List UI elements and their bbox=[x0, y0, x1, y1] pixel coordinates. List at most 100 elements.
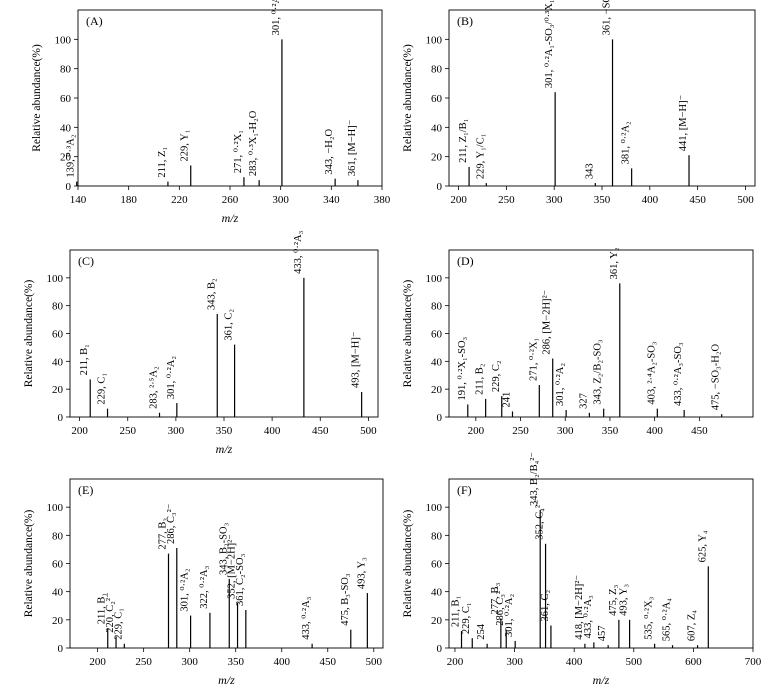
peak-label: 361, C₂-SO₃ bbox=[235, 553, 246, 606]
peak-label: 441, [M−H]⁻ bbox=[678, 95, 689, 151]
x-tick-label: 350 bbox=[594, 194, 611, 206]
peak-label: 607, Z₄ bbox=[687, 610, 698, 641]
peak-label: 241 bbox=[501, 392, 512, 408]
peak-label: 361, C₂ bbox=[224, 309, 235, 341]
x-tick-label: 450 bbox=[689, 194, 706, 206]
x-tick-label: 450 bbox=[320, 656, 337, 668]
peak-label: 277, B₃ bbox=[158, 518, 169, 550]
y-tick-label: 0 bbox=[437, 412, 443, 424]
x-tick-label: 500 bbox=[626, 656, 643, 668]
y-tick-label: 40 bbox=[52, 356, 64, 368]
peak-label: 493, Y₃ bbox=[356, 557, 367, 589]
x-tick-label: 200 bbox=[71, 425, 88, 437]
y-axis-label: Relative abundance(%) bbox=[31, 44, 43, 152]
peak-label: 191, ⁰·²X₁-SO₃ bbox=[457, 336, 468, 400]
peak-label: 211, Z₁/B₁ bbox=[458, 119, 469, 163]
peak-label: 381, ⁰·²A₂ bbox=[621, 121, 632, 164]
chart-panel-e: (E) 0 20 40 60 80 100 200 250 300 350 400 450 500 Rela… bbox=[23, 478, 384, 687]
panel-label: (C) bbox=[78, 254, 94, 268]
panel-label: (F) bbox=[457, 483, 472, 497]
peak-label: 343 bbox=[584, 163, 595, 179]
x-tick-label: 220 bbox=[171, 194, 188, 206]
peak-label: 286, [M−2H]²⁻ bbox=[542, 290, 553, 355]
y-tick-label: 60 bbox=[60, 93, 72, 105]
y-tick-label: 40 bbox=[60, 122, 72, 134]
peak-label: 361, −SO₃ bbox=[602, 0, 613, 35]
x-tick-label: 250 bbox=[512, 425, 529, 437]
x-tick-label: 400 bbox=[273, 656, 290, 668]
peak-label: 283, ⁰·³X₁-H₂O bbox=[248, 110, 259, 176]
panel-label: (D) bbox=[457, 254, 474, 268]
y-tick-label: 40 bbox=[431, 356, 443, 368]
peak-label: 493, Y₃ bbox=[619, 584, 630, 616]
peak-label: 301, ⁰·²A₁/⁰·³X₁ bbox=[271, 0, 282, 35]
y-tick-label: 80 bbox=[431, 530, 443, 542]
x-tick-label: 450 bbox=[312, 425, 329, 437]
peak-label: 352, [M−2H]²⁻ bbox=[227, 534, 238, 599]
x-tick-label: 300 bbox=[181, 656, 198, 668]
chart-panel-b: (B) 0 20 40 60 80 100 200 250 300 350 400 450 500 Rela… bbox=[402, 0, 756, 206]
x-tick-label: 200 bbox=[89, 656, 106, 668]
peak-label: 343, −H₂O bbox=[324, 129, 335, 175]
y-tick-label: 0 bbox=[437, 181, 443, 193]
y-tick-label: 100 bbox=[426, 34, 443, 46]
peak-label: 139, ⁰·³A₂ bbox=[66, 134, 77, 177]
panel-label: (A) bbox=[86, 14, 103, 28]
x-tick-label: 140 bbox=[70, 194, 87, 206]
peak-label: 565, ⁰·²A₄ bbox=[662, 598, 673, 641]
peak-label: 229, C₁ bbox=[97, 373, 108, 405]
x-tick-label: 300 bbox=[557, 425, 574, 437]
chart-panel-f: (F) 0 20 40 60 80 100 200 300 400 500 600 700 Relativ… bbox=[402, 452, 762, 687]
y-tick-label: 20 bbox=[431, 384, 443, 396]
peak-label: 229, C₂ bbox=[491, 360, 502, 392]
peak-label: 322, ⁰·²A₃ bbox=[199, 565, 210, 608]
peak-label: 403, ²·⁴A₂-SO₃ bbox=[646, 341, 657, 404]
y-tick-label: 20 bbox=[431, 615, 443, 627]
y-tick-label: 100 bbox=[47, 502, 64, 514]
y-tick-label: 80 bbox=[431, 64, 443, 76]
peak-label: 433, ⁰·²A₃ bbox=[293, 230, 304, 273]
chart-panel-d: (D) 0 20 40 60 80 100 200 250 300 350 400 450 Relativ… bbox=[402, 247, 754, 437]
peak-label: 271, ⁰·²X₁ bbox=[528, 338, 539, 381]
peak-label: 286, C₃²⁻ bbox=[166, 504, 177, 544]
peak-label: 433, ⁰·²A₃-SO₃ bbox=[673, 342, 684, 406]
x-tick-label: 200 bbox=[450, 194, 467, 206]
y-tick-label: 60 bbox=[431, 93, 443, 105]
x-tick-label: 200 bbox=[468, 425, 485, 437]
x-tick-label: 250 bbox=[498, 194, 515, 206]
peak-label: 271, ⁰·²X₁ bbox=[233, 130, 244, 173]
y-tick-label: 20 bbox=[52, 615, 64, 627]
y-tick-label: 20 bbox=[60, 152, 72, 164]
x-tick-label: 400 bbox=[566, 656, 583, 668]
peak-label: 229, C₁ bbox=[113, 608, 124, 640]
peak-label: 301, ⁰·²A₂ bbox=[180, 568, 191, 611]
y-tick-label: 40 bbox=[431, 122, 443, 134]
peak-label: 418, [M−2H]²⁻ bbox=[574, 575, 585, 640]
x-tick-label: 300 bbox=[506, 656, 523, 668]
peak-label: 229, Y₁ bbox=[180, 130, 191, 162]
y-tick-label: 40 bbox=[431, 587, 443, 599]
y-tick-label: 60 bbox=[52, 559, 64, 571]
x-tick-label: 700 bbox=[745, 656, 762, 668]
peak-label: 343, B₂/B₄²⁻ bbox=[529, 452, 540, 506]
peak-label: 211, B₁ bbox=[451, 596, 462, 627]
x-tick-label: 300 bbox=[168, 425, 185, 437]
peak-label: 343, B₂ bbox=[206, 278, 217, 310]
y-tick-label: 100 bbox=[47, 273, 64, 285]
peak-label: 361, Y₂ bbox=[609, 247, 620, 279]
x-tick-label: 450 bbox=[691, 425, 708, 437]
y-tick-label: 80 bbox=[60, 64, 72, 76]
x-tick-label: 300 bbox=[546, 194, 563, 206]
x-tick-label: 350 bbox=[602, 425, 619, 437]
y-axis-label: Relative abundance(%) bbox=[23, 280, 35, 388]
peak-label: 457 bbox=[597, 625, 608, 641]
x-axis-label: m/z bbox=[218, 673, 235, 687]
panel-label: (E) bbox=[78, 483, 93, 497]
x-axis-label: m/z bbox=[216, 442, 233, 456]
x-tick-label: 250 bbox=[120, 425, 137, 437]
x-tick-label: 200 bbox=[447, 656, 464, 668]
peak-label: 220, C₂²⁻ bbox=[105, 592, 116, 632]
y-tick-label: 0 bbox=[58, 412, 64, 424]
y-tick-label: 100 bbox=[55, 34, 72, 46]
